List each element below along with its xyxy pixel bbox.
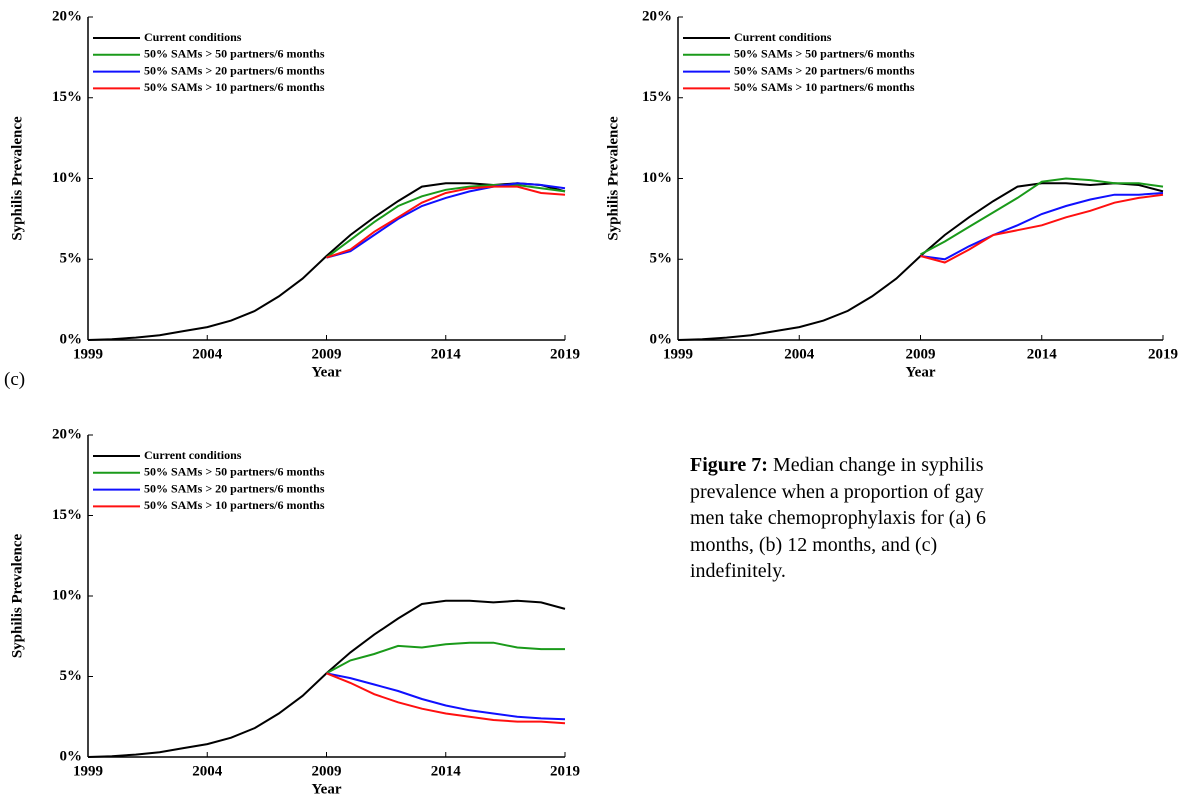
series-line <box>326 185 566 259</box>
legend-label: Current conditions <box>144 30 242 44</box>
x-axis-label: Year <box>312 781 342 797</box>
legend-label: 50% SAMs > 10 partners/6 months <box>734 80 915 94</box>
x-tick-label: 2014 <box>431 346 462 362</box>
caption-text: Median change in syphilis prevalence whe… <box>690 454 987 582</box>
x-axis-label: Year <box>906 364 936 380</box>
series-line <box>325 184 566 259</box>
y-tick-label: 20% <box>52 426 82 442</box>
series-line <box>920 193 1164 264</box>
x-tick-label: 2009 <box>906 346 936 362</box>
y-tick-label: 15% <box>642 89 672 105</box>
legend-label: 50% SAMs > 20 partners/6 months <box>734 63 915 77</box>
legend-label: 50% SAMs > 20 partners/6 months <box>144 481 325 495</box>
y-tick-label: 20% <box>52 8 82 24</box>
x-tick-label: 2004 <box>192 346 223 362</box>
x-axis-label: Year <box>312 364 342 380</box>
y-axis-label: Syphilis Prevalence <box>9 534 25 659</box>
legend-label: Current conditions <box>144 448 242 462</box>
y-tick-label: 5% <box>60 668 83 684</box>
series-line <box>87 599 566 758</box>
y-tick-label: 10% <box>52 170 82 186</box>
caption: Figure 7: Median change in syphilis prev… <box>690 452 1020 585</box>
y-tick-label: 15% <box>52 507 82 523</box>
x-tick-label: 2014 <box>431 763 462 779</box>
y-tick-label: 10% <box>642 170 672 186</box>
legend-label: 50% SAMs > 10 partners/6 months <box>144 80 325 94</box>
y-tick-label: 5% <box>650 251 673 267</box>
y-tick-label: 10% <box>52 587 82 603</box>
legend-label: Current conditions <box>734 30 832 44</box>
legend-label: 50% SAMs > 10 partners/6 months <box>144 498 325 512</box>
legend-label: 50% SAMs > 50 partners/6 months <box>734 47 915 61</box>
series-line <box>87 182 566 341</box>
x-tick-label: 2009 <box>312 346 342 362</box>
series-line <box>326 672 566 721</box>
y-axis-label: Syphilis Prevalence <box>605 116 621 241</box>
x-tick-label: 2019 <box>550 763 580 779</box>
y-tick-label: 0% <box>60 331 83 347</box>
y-tick-label: 0% <box>60 748 83 764</box>
x-tick-label: 2009 <box>312 763 342 779</box>
legend-label: 50% SAMs > 50 partners/6 months <box>144 465 325 479</box>
y-axis-label: Syphilis Prevalence <box>9 116 25 241</box>
x-tick-label: 2014 <box>1027 346 1058 362</box>
y-tick-label: 5% <box>60 251 83 267</box>
series-line <box>920 177 1164 256</box>
y-tick-label: 15% <box>52 89 82 105</box>
y-tick-label: 20% <box>642 8 672 24</box>
series-line <box>677 182 1164 341</box>
x-tick-label: 2004 <box>784 346 815 362</box>
x-tick-label: 2019 <box>550 346 580 362</box>
series-line <box>920 192 1164 261</box>
series-line <box>326 641 565 675</box>
x-tick-label: 1999 <box>73 763 103 779</box>
y-tick-label: 0% <box>650 331 673 347</box>
legend-label: 50% SAMs > 20 partners/6 months <box>144 63 325 77</box>
x-tick-label: 1999 <box>73 346 103 362</box>
x-tick-label: 2019 <box>1148 346 1178 362</box>
x-tick-label: 1999 <box>663 346 693 362</box>
x-tick-label: 2004 <box>192 763 223 779</box>
panel-label: (c) <box>4 369 26 390</box>
legend-label: 50% SAMs > 50 partners/6 months <box>144 47 325 61</box>
caption-label: Figure 7: <box>690 454 768 476</box>
series-line <box>326 672 566 725</box>
series-line <box>326 182 566 259</box>
